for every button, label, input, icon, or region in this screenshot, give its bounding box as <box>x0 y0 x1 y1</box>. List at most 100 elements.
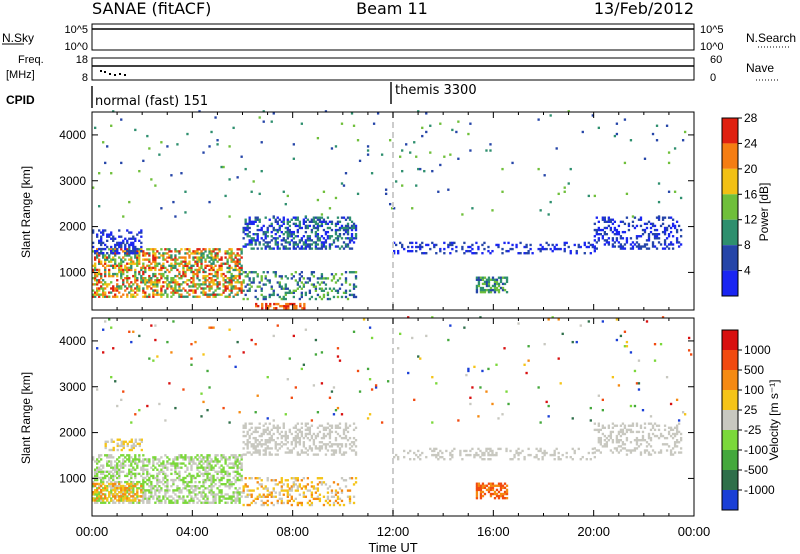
velocity-range-gate-cell <box>561 453 564 457</box>
velocity-colorbar-tick-label: -100 <box>744 443 768 457</box>
power-range-gate-cell <box>142 254 145 257</box>
power-range-gate-cell <box>679 228 683 232</box>
power-range-gate-cell <box>278 295 281 299</box>
velocity-range-gate-cell <box>352 330 356 333</box>
velocity-range-gate-cell <box>356 369 360 373</box>
velocity-range-gate-cell <box>272 419 275 422</box>
power-range-gate-cell <box>138 231 141 234</box>
power-range-gate-cell <box>268 245 271 248</box>
power-range-gate-cell <box>645 226 649 230</box>
velocity-range-gate-cell <box>130 460 133 463</box>
nave-tick-top: 60 <box>710 54 722 66</box>
velocity-range-gate-cell <box>278 481 281 484</box>
power-range-gate-cell <box>631 215 635 218</box>
power-range-gate-cell <box>110 291 113 294</box>
power-range-gate-cell <box>583 241 586 245</box>
velocity-range-gate-cell <box>310 449 314 452</box>
velocity-range-gate-cell <box>286 447 289 450</box>
velocity-range-gate-cell <box>192 462 195 465</box>
velocity-range-gate-cell <box>304 424 308 427</box>
power-range-gate-cell <box>619 247 623 250</box>
power-range-gate-cell <box>204 274 207 278</box>
velocity-range-gate-cell <box>248 503 251 507</box>
power-ylabel: Slant Range [km] <box>19 166 33 258</box>
velocity-range-gate-cell <box>637 430 641 434</box>
velocity-range-gate-cell <box>254 426 257 429</box>
power-range-gate-cell <box>631 224 635 228</box>
power-range-gate-cell <box>174 258 177 261</box>
velocity-range-gate-cell <box>629 351 633 354</box>
velocity-range-gate-cell <box>677 441 681 444</box>
velocity-range-gate-cell <box>621 432 625 436</box>
power-range-gate-cell <box>160 274 163 278</box>
velocity-range-gate-cell <box>675 426 679 429</box>
power-range-gate-cell <box>350 239 354 242</box>
power-range-gate-cell <box>497 243 500 247</box>
velocity-range-gate-cell <box>334 499 338 503</box>
power-range-gate-cell <box>176 289 179 292</box>
power-range-gate-cell <box>246 224 249 228</box>
velocity-range-gate-cell <box>178 497 181 500</box>
power-range-gate-cell <box>200 254 203 257</box>
power-range-gate-cell <box>132 245 135 249</box>
velocity-range-gate-cell <box>260 503 263 507</box>
power-range-gate-cell <box>326 291 330 295</box>
velocity-range-gate-cell <box>675 441 679 444</box>
velocity-range-gate-cell <box>635 443 639 446</box>
velocity-range-gate-cell <box>449 458 452 461</box>
power-range-gate-cell <box>597 228 600 232</box>
velocity-range-gate-cell <box>607 426 611 429</box>
power-range-gate-cell <box>192 274 195 278</box>
power-range-gate-cell <box>278 235 281 238</box>
velocity-range-gate-cell <box>98 470 101 473</box>
power-range-gate-cell <box>196 272 199 276</box>
power-range-gate-cell <box>110 264 113 267</box>
power-range-gate-cell <box>344 295 348 299</box>
power-range-gate-cell <box>210 279 213 282</box>
power-range-gate-cell <box>198 258 201 261</box>
velocity-range-gate-cell <box>186 495 189 498</box>
power-range-gate-cell <box>334 281 338 284</box>
power-range-gate-cell <box>595 228 598 232</box>
power-range-gate-cell <box>515 243 518 247</box>
velocity-range-gate-cell <box>226 470 229 473</box>
power-range-gate-cell <box>649 222 653 226</box>
velocity-colorbar-segment <box>722 370 738 390</box>
velocity-range-gate-cell <box>535 453 538 457</box>
velocity-range-gate-cell <box>661 434 665 438</box>
velocity-range-gate-cell <box>120 462 123 465</box>
power-range-gate-cell <box>144 295 147 298</box>
power-range-gate-cell <box>170 256 173 259</box>
power-range-gate-cell <box>318 287 322 290</box>
velocity-range-gate-cell <box>651 432 655 436</box>
power-range-gate-cell <box>328 235 332 238</box>
power-range-gate-cell <box>120 295 123 298</box>
velocity-range-gate-cell <box>168 489 171 492</box>
velocity-range-gate-cell <box>266 439 269 442</box>
velocity-range-gate-cell <box>168 462 171 465</box>
power-range-gate-cell <box>334 222 338 226</box>
power-range-gate-cell <box>675 220 679 223</box>
velocity-range-gate-cell <box>96 499 99 502</box>
velocity-range-gate-cell <box>108 482 111 486</box>
velocity-range-gate-cell <box>200 454 203 457</box>
velocity-range-gate-cell <box>164 493 167 496</box>
power-range-gate-cell <box>304 293 308 297</box>
power-range-gate-cell <box>352 285 356 288</box>
power-range-gate-cell <box>250 239 253 242</box>
velocity-range-gate-cell <box>268 447 271 450</box>
power-range-gate-cell <box>609 218 613 221</box>
power-range-gate-cell <box>160 266 163 270</box>
power-range-gate-cell <box>647 235 651 238</box>
velocity-range-gate-cell <box>523 455 526 459</box>
velocity-range-gate-cell <box>158 470 161 473</box>
velocity-range-gate-cell <box>106 497 109 500</box>
velocity-range-gate-cell <box>475 484 479 487</box>
velocity-range-gate-cell <box>352 449 356 452</box>
velocity-range-gate-cell <box>110 499 113 502</box>
velocity-range-gate-cell <box>190 499 193 502</box>
velocity-range-gate-cell <box>220 464 223 467</box>
velocity-range-gate-cell <box>94 470 97 473</box>
power-range-gate-cell <box>116 241 119 245</box>
power-range-gate-cell <box>663 243 667 246</box>
